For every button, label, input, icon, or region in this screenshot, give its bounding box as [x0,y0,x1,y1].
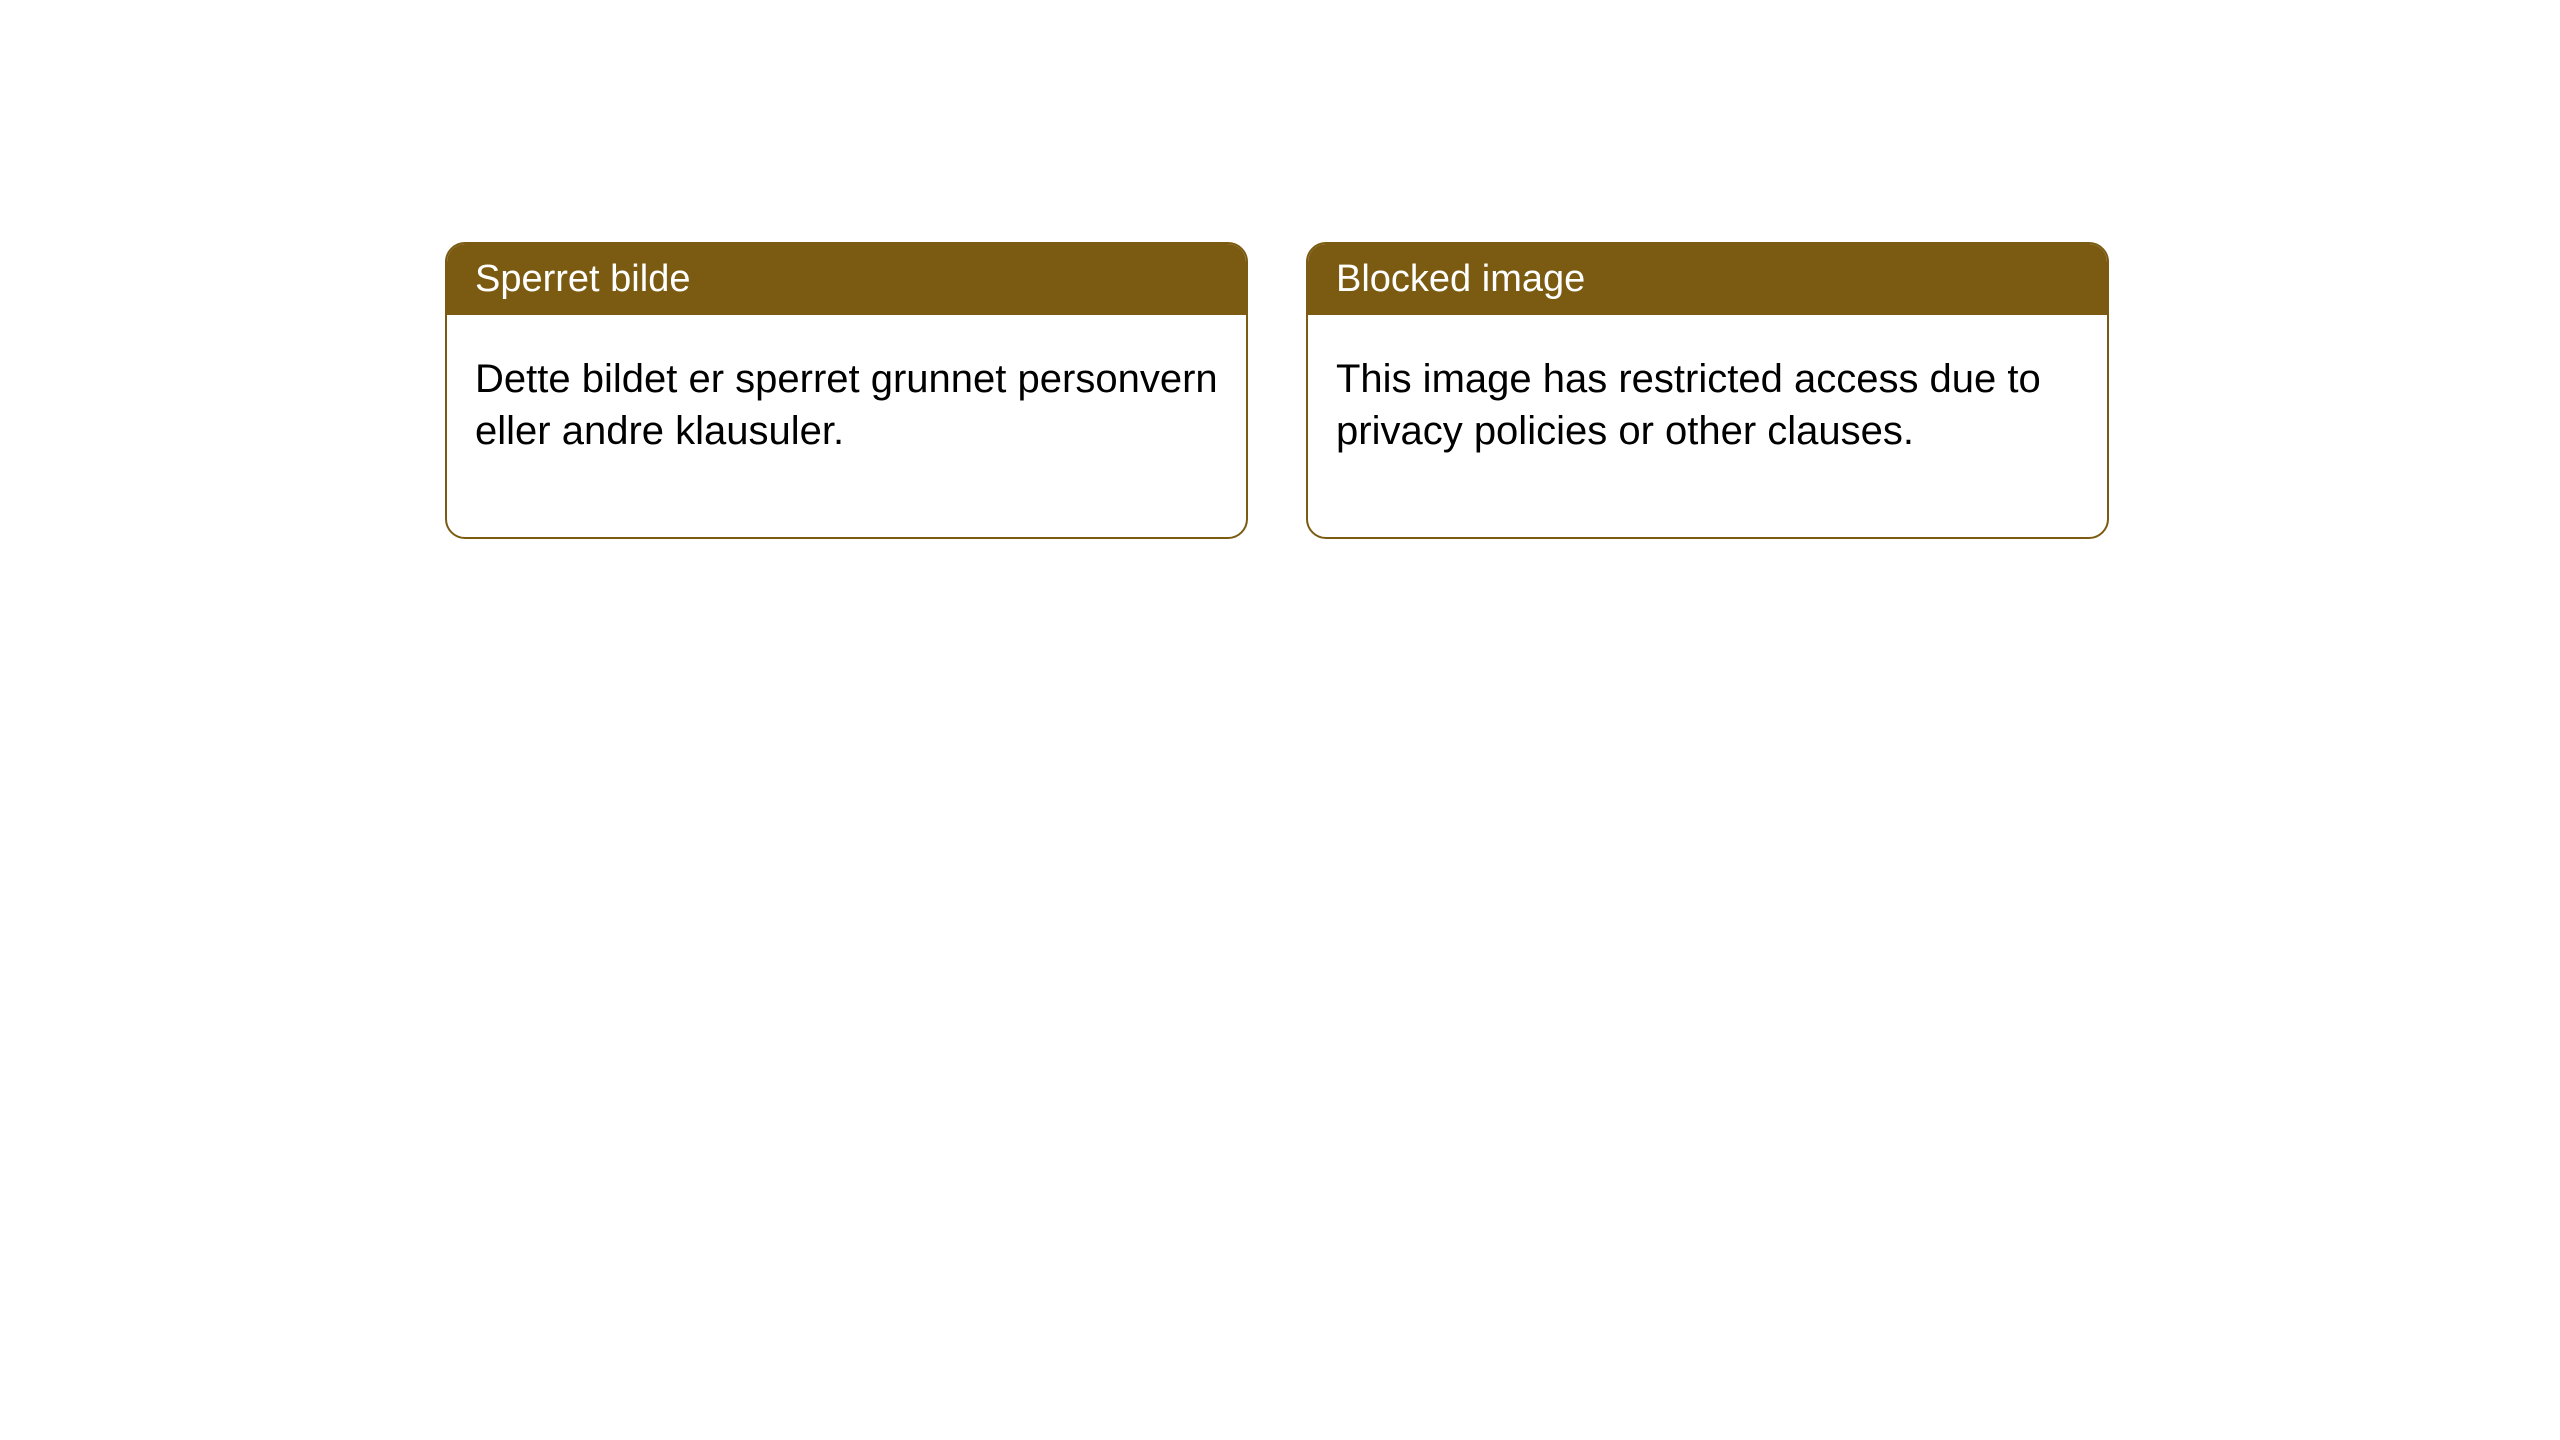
card-message-norwegian: Dette bildet er sperret grunnet personve… [475,357,1218,453]
card-body-english: This image has restricted access due to … [1308,315,2107,537]
notice-card-english: Blocked image This image has restricted … [1306,242,2109,539]
notice-card-norwegian: Sperret bilde Dette bildet er sperret gr… [445,242,1248,539]
notice-container: Sperret bilde Dette bildet er sperret gr… [445,242,2109,539]
card-message-english: This image has restricted access due to … [1336,357,2041,453]
card-header-english: Blocked image [1308,244,2107,315]
card-title-norwegian: Sperret bilde [475,258,690,300]
card-title-english: Blocked image [1336,258,1585,300]
card-header-norwegian: Sperret bilde [447,244,1246,315]
card-body-norwegian: Dette bildet er sperret grunnet personve… [447,315,1246,537]
